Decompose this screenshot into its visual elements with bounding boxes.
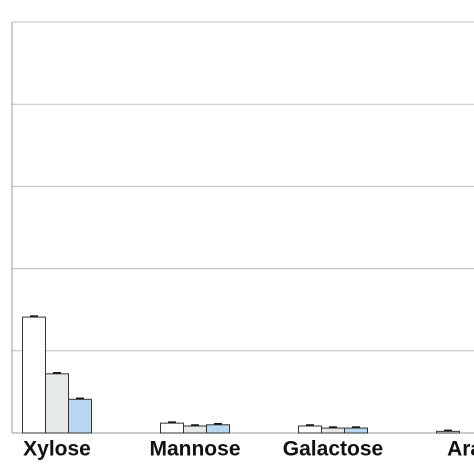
bar xyxy=(206,424,230,434)
x-tick-label: Arab xyxy=(447,438,474,461)
bar xyxy=(45,373,69,434)
bar xyxy=(436,430,460,434)
bar xyxy=(160,422,184,434)
bar xyxy=(68,398,92,434)
bar xyxy=(22,316,46,434)
bar xyxy=(298,425,322,434)
x-tick-label: Mannose xyxy=(149,438,240,461)
bar xyxy=(183,425,207,434)
x-tick-label: Xylose xyxy=(23,438,91,461)
bar xyxy=(321,427,345,434)
bar xyxy=(344,427,368,434)
x-tick-label: Galactose xyxy=(283,438,383,461)
